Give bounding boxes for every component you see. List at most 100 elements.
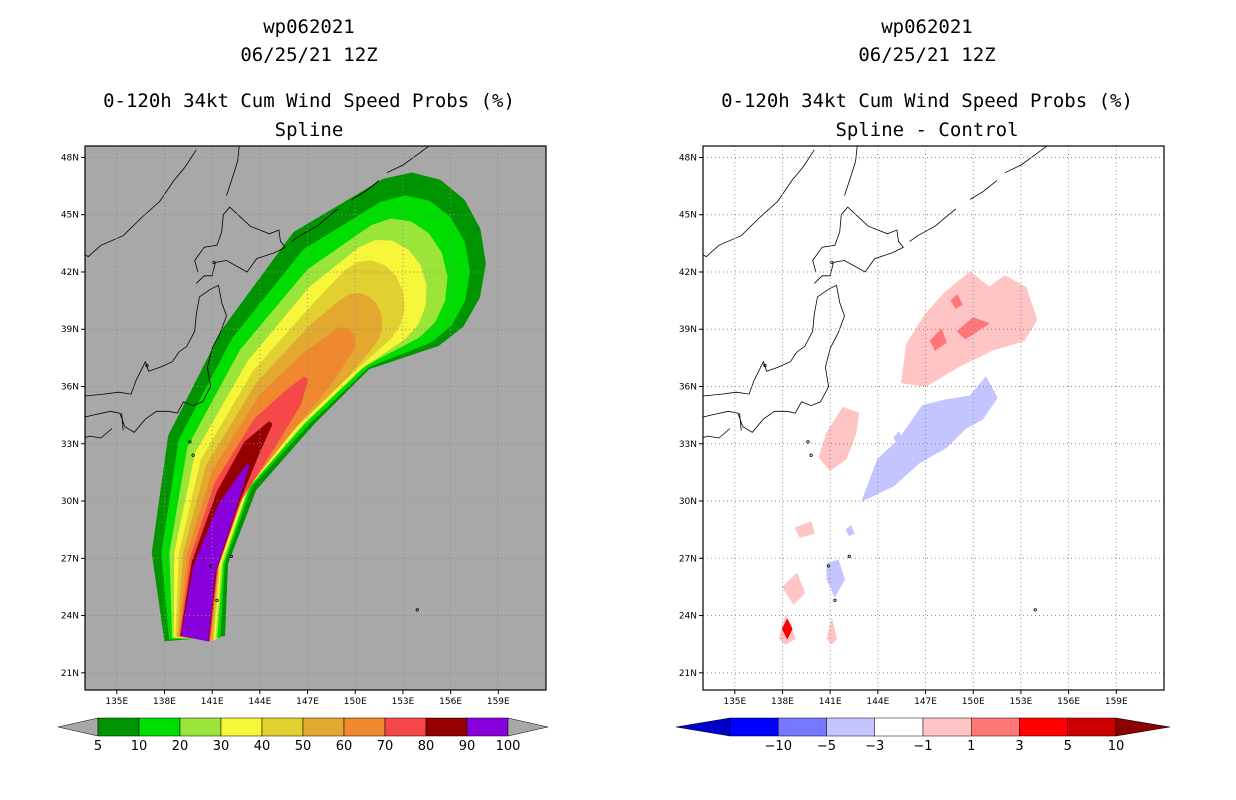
difference-region <box>782 618 793 639</box>
coastline <box>85 428 113 439</box>
island <box>833 598 837 602</box>
coastline <box>812 206 904 284</box>
colorbar-label: −1 <box>913 739 932 754</box>
lat-tick-label: 39N <box>679 325 697 335</box>
lon-tick-label: 135E <box>723 697 746 707</box>
lon-tick-label: 141E <box>819 697 842 707</box>
colorbar-swatch <box>1067 717 1117 737</box>
colorbar-label: 10 <box>1108 739 1125 754</box>
lat-tick-label: 36N <box>61 383 79 393</box>
colorbar-label: 60 <box>336 739 353 754</box>
colorbar-swatch <box>971 717 1020 737</box>
colorbar-swatch <box>778 717 827 737</box>
lon-tick-label: 144E <box>866 697 889 707</box>
storm-id: wp062021 <box>881 16 973 38</box>
coastline <box>739 413 742 431</box>
difference-region <box>826 559 845 597</box>
gridlines <box>85 146 546 690</box>
coastline <box>844 146 858 196</box>
lon-tick-label: 138E <box>771 697 794 707</box>
colorbar: −10 −5 −3 −1 1 3 5 10 <box>675 717 1171 754</box>
colorbar-low-arrow <box>675 717 731 737</box>
colorbar-label: −5 <box>817 739 836 754</box>
coastline <box>194 206 286 284</box>
colorbar-label: 5 <box>1064 739 1072 754</box>
coastlines <box>42 146 430 612</box>
colorbar: 5 10 20 30 40 50 60 70 80 90 100 <box>57 717 549 754</box>
island <box>763 363 767 368</box>
island <box>847 554 851 558</box>
lat-tick-label: 30N <box>679 497 697 507</box>
colorbar-swatch <box>1019 717 1068 737</box>
lat-tick-label: 33N <box>679 440 697 450</box>
lon-tick-label: 141E <box>201 697 224 707</box>
lon-tick-label: 144E <box>248 697 271 707</box>
colorbar-swatch <box>138 717 181 737</box>
island <box>145 363 149 368</box>
colorbar-label: 10 <box>131 739 148 754</box>
colorbar-label: 20 <box>172 739 189 754</box>
coastline <box>703 284 845 433</box>
lon-tick-label: 135E <box>105 697 128 707</box>
difference-region <box>950 294 963 309</box>
difference-region <box>818 407 860 471</box>
colorbar-swatch <box>97 717 140 737</box>
difference-region <box>929 328 947 351</box>
lat-tick-label: 36N <box>679 383 697 393</box>
colorbar-swatch <box>302 717 345 737</box>
difference-region <box>782 573 806 605</box>
island <box>806 440 810 444</box>
colorbar-label: 5 <box>94 739 102 754</box>
difference-region <box>956 317 990 340</box>
lat-tick-label: 42N <box>679 268 697 278</box>
forecast-date: 06/25/21 12Z <box>240 44 378 66</box>
colorbar-swatch <box>220 717 263 737</box>
probability-panel: wp062021 06/25/21 12Z 0-120h 34kt Cum Wi… <box>42 16 549 754</box>
colorbar-low-arrow <box>57 717 99 737</box>
colorbar-swatch <box>384 717 427 737</box>
colorbar-swatch <box>425 717 468 737</box>
plot-content <box>660 146 1048 645</box>
plot-frame <box>702 145 1165 691</box>
lon-tick-label: 147E <box>914 697 937 707</box>
difference-map: 135E 138E 141E 144E 147E 150E 153E 156E 159E 48N 4… <box>660 145 1171 754</box>
colorbar-high-arrow <box>1115 717 1171 737</box>
island <box>208 564 213 568</box>
lat-tick-label: 39N <box>61 325 79 335</box>
ticks <box>699 156 1117 694</box>
difference-panel: wp062021 06/25/21 12Z 0-120h 34kt Cum Wi… <box>618 0 1236 800</box>
colorbar-label: 70 <box>377 739 394 754</box>
lat-tick-label: 45N <box>679 211 697 221</box>
colorbar-label: 1 <box>967 739 975 754</box>
difference-region <box>794 521 815 538</box>
chart-title: 0-120h 34kt Cum Wind Speed Probs (%) <box>721 90 1133 112</box>
colorbar-label: 80 <box>418 739 435 754</box>
colorbar-label: −3 <box>865 739 884 754</box>
island <box>1033 608 1037 612</box>
coastline <box>121 413 124 431</box>
lat-tick-label: 21N <box>61 669 79 679</box>
colorbar-swatch <box>466 717 509 737</box>
lon-tick-label: 138E <box>153 697 176 707</box>
island <box>826 564 831 568</box>
difference-region <box>861 376 998 502</box>
coastline <box>85 149 197 258</box>
coastline <box>351 180 380 200</box>
colorbar-label: 90 <box>459 739 476 754</box>
coastline <box>703 149 815 258</box>
coastline <box>386 146 430 174</box>
island <box>188 440 192 444</box>
colorbar-label: −10 <box>765 739 792 754</box>
plot-content <box>42 146 486 642</box>
island <box>42 450 44 452</box>
colorbar-swatch <box>179 717 222 737</box>
contour-90-100 <box>181 464 249 642</box>
lon-tick-label: 153E <box>1009 697 1032 707</box>
difference-regions <box>778 271 1038 645</box>
chart-subtitle: Spline - Control <box>835 119 1019 141</box>
island <box>660 450 662 452</box>
colorbar-swatch <box>261 717 304 737</box>
chart-title: 0-120h 34kt Cum Wind Speed Probs (%) <box>103 90 515 112</box>
lon-tick-label: 159E <box>487 697 510 707</box>
colorbar-swatch <box>922 717 972 737</box>
